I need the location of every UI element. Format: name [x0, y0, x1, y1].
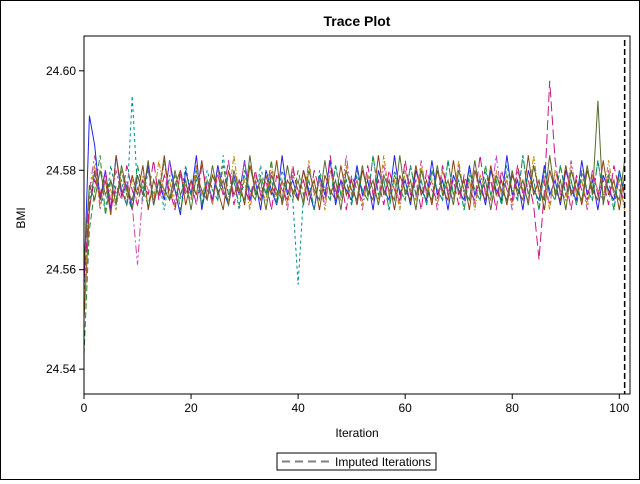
y-tick-label: 24.54 — [46, 362, 76, 376]
chart-title: Trace Plot — [324, 13, 391, 29]
x-tick-label: 40 — [291, 401, 305, 415]
y-axis-label: BMI — [14, 207, 28, 228]
plot-area — [83, 35, 631, 395]
trace-series-1 — [83, 115, 626, 285]
trace-series-6 — [83, 155, 626, 310]
legend-label: Imputed Iterations — [335, 455, 431, 469]
legend-box — [276, 452, 437, 471]
y-tick-label: 24.56 — [46, 263, 76, 277]
x-tick-label: 60 — [398, 401, 412, 415]
y-tick-label: 24.58 — [46, 163, 76, 177]
x-tick-label: 100 — [609, 401, 629, 415]
legend: Imputed Iterations — [276, 452, 437, 471]
axis-layer: 0 20 40 60 80 100 24.54 24.56 24.58 24.60 — [46, 64, 630, 415]
x-axis-label: Iteration — [335, 426, 378, 440]
trace-series-5 — [83, 95, 626, 295]
trace-series-8 — [83, 100, 626, 265]
series-layer — [83, 80, 626, 355]
x-tick-label: 0 — [81, 401, 88, 415]
trace-series-7 — [83, 80, 626, 280]
x-tick-label: 80 — [506, 401, 520, 415]
x-tick-label: 20 — [184, 401, 198, 415]
y-tick-label: 24.60 — [46, 64, 76, 78]
trace-series-2 — [83, 155, 626, 355]
